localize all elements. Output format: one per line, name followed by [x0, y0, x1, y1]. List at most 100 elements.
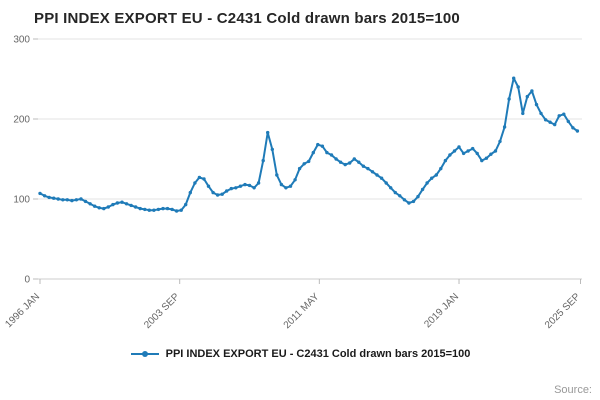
- data-point[interactable]: [502, 125, 507, 129]
- data-point[interactable]: [279, 182, 284, 187]
- data-point[interactable]: [156, 207, 161, 212]
- data-point[interactable]: [93, 204, 97, 208]
- data-point[interactable]: [452, 149, 457, 153]
- legend[interactable]: PPI INDEX EXPORT EU - C2431 Cold drawn b…: [0, 344, 600, 364]
- data-point[interactable]: [111, 202, 115, 207]
- data-point[interactable]: [448, 153, 452, 157]
- data-point[interactable]: [115, 201, 120, 205]
- data-point[interactable]: [389, 186, 393, 190]
- data-point[interactable]: [133, 205, 138, 209]
- data-point[interactable]: [252, 186, 256, 190]
- data-point[interactable]: [575, 129, 580, 133]
- data-point[interactable]: [188, 190, 192, 195]
- data-point[interactable]: [480, 158, 484, 163]
- data-point[interactable]: [229, 186, 233, 191]
- data-point[interactable]: [124, 202, 129, 206]
- data-point[interactable]: [357, 160, 361, 164]
- data-point[interactable]: [61, 198, 65, 202]
- data-point[interactable]: [179, 208, 183, 212]
- data-point[interactable]: [493, 149, 498, 153]
- data-point[interactable]: [275, 173, 279, 177]
- data-point[interactable]: [521, 111, 525, 116]
- data-point[interactable]: [79, 197, 83, 201]
- data-point[interactable]: [361, 164, 366, 168]
- data-point[interactable]: [571, 126, 575, 130]
- data-point[interactable]: [420, 187, 425, 192]
- data-point[interactable]: [402, 198, 407, 202]
- data-point[interactable]: [320, 144, 325, 148]
- data-point[interactable]: [83, 199, 88, 204]
- data-point[interactable]: [238, 184, 243, 188]
- data-point[interactable]: [102, 206, 106, 211]
- data-point[interactable]: [206, 184, 211, 188]
- data-point[interactable]: [284, 186, 288, 190]
- data-point[interactable]: [525, 94, 529, 99]
- data-point[interactable]: [161, 206, 165, 211]
- data-point[interactable]: [375, 173, 379, 177]
- data-point[interactable]: [215, 193, 220, 197]
- data-point[interactable]: [261, 158, 265, 163]
- data-point[interactable]: [165, 206, 170, 211]
- data-point[interactable]: [316, 142, 320, 147]
- data-point[interactable]: [247, 183, 252, 188]
- data-point[interactable]: [434, 173, 438, 177]
- data-point[interactable]: [416, 194, 420, 199]
- data-point[interactable]: [384, 181, 388, 185]
- data-point[interactable]: [70, 198, 74, 203]
- data-point[interactable]: [243, 182, 247, 187]
- data-point[interactable]: [566, 119, 570, 124]
- data-point[interactable]: [193, 181, 197, 185]
- data-point[interactable]: [106, 205, 111, 209]
- data-point[interactable]: [352, 157, 356, 161]
- data-point[interactable]: [430, 176, 434, 180]
- data-point[interactable]: [143, 207, 147, 212]
- data-point[interactable]: [97, 206, 101, 210]
- data-point[interactable]: [439, 166, 443, 171]
- data-point[interactable]: [461, 151, 466, 156]
- data-point[interactable]: [530, 89, 534, 93]
- data-point[interactable]: [211, 190, 215, 195]
- data-point[interactable]: [425, 181, 429, 185]
- data-point[interactable]: [543, 118, 548, 122]
- data-point[interactable]: [329, 153, 334, 157]
- data-point[interactable]: [65, 198, 70, 202]
- data-point[interactable]: [516, 85, 520, 89]
- data-point[interactable]: [256, 181, 261, 185]
- data-point[interactable]: [138, 206, 142, 211]
- data-point[interactable]: [471, 146, 475, 151]
- data-point[interactable]: [393, 190, 397, 195]
- data-point[interactable]: [370, 170, 375, 174]
- data-point[interactable]: [311, 150, 315, 155]
- data-point[interactable]: [325, 150, 329, 155]
- data-point[interactable]: [307, 159, 311, 164]
- data-point[interactable]: [475, 151, 479, 156]
- data-point[interactable]: [288, 184, 293, 188]
- data-point[interactable]: [56, 197, 60, 201]
- data-point[interactable]: [302, 162, 306, 166]
- data-point[interactable]: [334, 157, 338, 161]
- data-point[interactable]: [220, 192, 224, 196]
- data-point[interactable]: [42, 194, 47, 198]
- data-point[interactable]: [338, 160, 343, 164]
- data-point[interactable]: [366, 166, 370, 171]
- data-point[interactable]: [152, 208, 156, 212]
- data-point[interactable]: [498, 139, 502, 144]
- data-point[interactable]: [443, 158, 448, 163]
- data-point[interactable]: [170, 207, 174, 212]
- data-point[interactable]: [197, 175, 202, 180]
- data-point[interactable]: [47, 195, 51, 200]
- data-point[interactable]: [266, 130, 270, 135]
- data-point[interactable]: [74, 198, 79, 202]
- data-point[interactable]: [38, 191, 42, 196]
- data-point[interactable]: [225, 189, 229, 193]
- data-point[interactable]: [562, 112, 566, 116]
- data-point[interactable]: [129, 203, 133, 208]
- data-point[interactable]: [466, 149, 470, 153]
- data-point[interactable]: [407, 201, 411, 205]
- data-point[interactable]: [297, 166, 302, 171]
- data-point[interactable]: [88, 202, 92, 206]
- data-point[interactable]: [147, 208, 151, 212]
- data-point[interactable]: [484, 156, 489, 160]
- data-point[interactable]: [534, 102, 539, 107]
- data-point[interactable]: [411, 199, 416, 204]
